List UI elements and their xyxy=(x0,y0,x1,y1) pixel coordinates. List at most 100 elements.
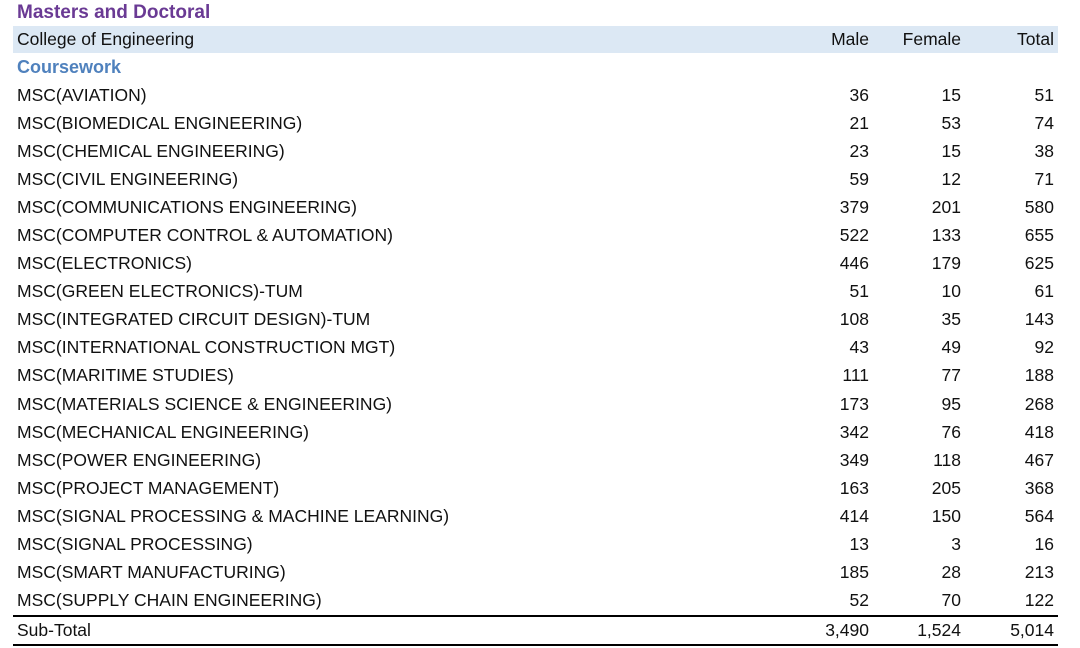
table-row: MSC(CIVIL ENGINEERING) 59 12 71 xyxy=(13,165,1058,193)
male-header: Male xyxy=(831,29,869,49)
male-count: 163 xyxy=(839,477,869,498)
female-count: 35 xyxy=(941,309,961,330)
total-count: 580 xyxy=(1024,196,1054,217)
subtotal-total: 5,014 xyxy=(1010,619,1054,640)
program-name: MSC(POWER ENGINEERING) xyxy=(17,449,262,470)
program-name: MSC(AVIATION) xyxy=(17,84,147,105)
female-count: 118 xyxy=(933,449,961,470)
table-row: MSC(MATERIALS SCIENCE & ENGINEERING) 173 9… xyxy=(13,390,1058,418)
total-count: 467 xyxy=(1024,449,1054,470)
program-name: MSC(CIVIL ENGINEERING) xyxy=(17,168,239,189)
table-row: MSC(MECHANICAL ENGINEERING) 342 76 418 xyxy=(13,418,1058,446)
table-row: MSC(SIGNAL PROCESSING) 13 3 16 xyxy=(13,531,1058,559)
table-body: MSC(AVIATION) 36 15 51 MSC(BIOMEDICAL ENGINE… xyxy=(13,81,1058,617)
table-row: MSC(AVIATION) 36 15 51 xyxy=(13,81,1058,109)
enrollment-table: Masters and Doctoral College of Engineer… xyxy=(13,0,1058,646)
male-count: 446 xyxy=(839,253,869,274)
male-count: 173 xyxy=(839,393,869,414)
program-name: MSC(MECHANICAL ENGINEERING) xyxy=(17,421,310,442)
subtotal-label: Sub-Total xyxy=(17,619,91,640)
program-name: MSC(COMPUTER CONTROL & AUTOMATION) xyxy=(17,225,393,246)
male-count: 23 xyxy=(849,140,869,161)
total-count: 122 xyxy=(1024,590,1054,611)
female-count: 53 xyxy=(941,112,961,133)
table-row: MSC(BIOMEDICAL ENGINEERING) 21 53 74 xyxy=(13,109,1058,137)
table-row: MSC(INTEGRATED CIRCUIT DESIGN)-TUM 108 35 1… xyxy=(13,306,1058,334)
program-name: MSC(INTEGRATED CIRCUIT DESIGN)-TUM xyxy=(17,309,371,330)
female-count: 28 xyxy=(941,562,961,583)
male-count: 21 xyxy=(849,112,869,133)
female-count: 95 xyxy=(941,393,961,414)
table-row: MSC(PROJECT MANAGEMENT) 163 205 368 xyxy=(13,474,1058,502)
program-name: MSC(COMMUNICATIONS ENGINEERING) xyxy=(17,196,357,217)
program-name: MSC(SUPPLY CHAIN ENGINEERING) xyxy=(17,590,322,611)
table-row: MSC(INTERNATIONAL CONSTRUCTION MGT) 43 49 9… xyxy=(13,334,1058,362)
male-count: 13 xyxy=(849,534,869,555)
female-count: 201 xyxy=(931,196,961,217)
table-row: MSC(SUPPLY CHAIN ENGINEERING) 52 70 122 xyxy=(13,587,1058,617)
female-count: 76 xyxy=(941,421,961,442)
college-header: College of Engineering xyxy=(17,29,195,49)
total-count: 655 xyxy=(1024,225,1054,246)
female-count: 3 xyxy=(951,534,961,555)
female-count: 12 xyxy=(941,168,961,189)
program-name: MSC(BIOMEDICAL ENGINEERING) xyxy=(17,112,303,133)
total-header: Total xyxy=(1017,29,1054,49)
page-title: Masters and Doctoral xyxy=(17,2,211,23)
table-row: MSC(COMMUNICATIONS ENGINEERING) 379 201 580 xyxy=(13,193,1058,221)
total-count: 51 xyxy=(1034,84,1054,105)
male-count: 522 xyxy=(839,225,869,246)
female-count: 133 xyxy=(931,225,961,246)
table-row: MSC(POWER ENGINEERING) 349 118 467 xyxy=(13,446,1058,474)
program-name: MSC(MATERIALS SCIENCE & ENGINEERING) xyxy=(17,393,393,414)
male-count: 108 xyxy=(839,309,869,330)
female-count: 77 xyxy=(941,365,961,386)
program-name: MSC(MARITIME STUDIES) xyxy=(17,365,234,386)
male-count: 36 xyxy=(849,84,869,105)
female-count: 150 xyxy=(931,505,961,526)
male-count: 185 xyxy=(839,562,869,583)
total-count: 188 xyxy=(1024,365,1054,386)
total-count: 61 xyxy=(1034,281,1054,302)
table-row: MSC(SIGNAL PROCESSING & MACHINE LEARNING… xyxy=(13,502,1058,530)
male-count: 51 xyxy=(849,281,869,302)
program-name: MSC(GREEN ELECTRONICS)-TUM xyxy=(17,281,303,302)
table-header: College of Engineering Male Female Total xyxy=(13,26,1058,53)
program-name: MSC(SMART MANUFACTURING) xyxy=(17,562,286,583)
total-count: 564 xyxy=(1024,505,1054,526)
male-count: 43 xyxy=(849,337,869,358)
table-row: MSC(MARITIME STUDIES) 111 77 188 xyxy=(13,362,1058,390)
total-count: 38 xyxy=(1034,140,1054,161)
program-name: MSC(SIGNAL PROCESSING) xyxy=(17,534,253,555)
total-count: 625 xyxy=(1024,253,1054,274)
program-name: MSC(ELECTRONICS) xyxy=(17,253,193,274)
female-count: 15 xyxy=(941,140,961,161)
male-count: 342 xyxy=(839,421,869,442)
total-count: 368 xyxy=(1024,477,1054,498)
male-count: 111 xyxy=(842,365,869,386)
female-count: 49 xyxy=(941,337,961,358)
table-row: MSC(ELECTRONICS) 446 179 625 xyxy=(13,250,1058,278)
male-count: 414 xyxy=(839,505,869,526)
total-count: 213 xyxy=(1024,562,1054,583)
female-header: Female xyxy=(902,29,961,49)
subtotal-female: 1,524 xyxy=(917,619,961,640)
table-row: MSC(SMART MANUFACTURING) 185 28 213 xyxy=(13,559,1058,587)
program-name: MSC(CHEMICAL ENGINEERING) xyxy=(17,140,285,161)
program-name: MSC(PROJECT MANAGEMENT) xyxy=(17,477,280,498)
subtotal-male: 3,490 xyxy=(825,619,869,640)
table-row: MSC(COMPUTER CONTROL & AUTOMATION) 522 133… xyxy=(13,221,1058,249)
total-count: 71 xyxy=(1034,168,1054,189)
female-count: 205 xyxy=(931,477,961,498)
male-count: 52 xyxy=(849,590,869,611)
female-count: 70 xyxy=(941,590,961,611)
total-count: 92 xyxy=(1034,337,1054,358)
total-count: 143 xyxy=(1024,309,1054,330)
table-row: MSC(GREEN ELECTRONICS)-TUM 51 10 61 xyxy=(13,278,1058,306)
section-heading: Coursework xyxy=(17,57,122,77)
female-count: 10 xyxy=(941,281,961,302)
program-name: MSC(INTERNATIONAL CONSTRUCTION MGT) xyxy=(17,337,396,358)
total-count: 16 xyxy=(1034,534,1054,555)
female-count: 179 xyxy=(931,253,961,274)
table-row: MSC(CHEMICAL ENGINEERING) 23 15 38 xyxy=(13,137,1058,165)
